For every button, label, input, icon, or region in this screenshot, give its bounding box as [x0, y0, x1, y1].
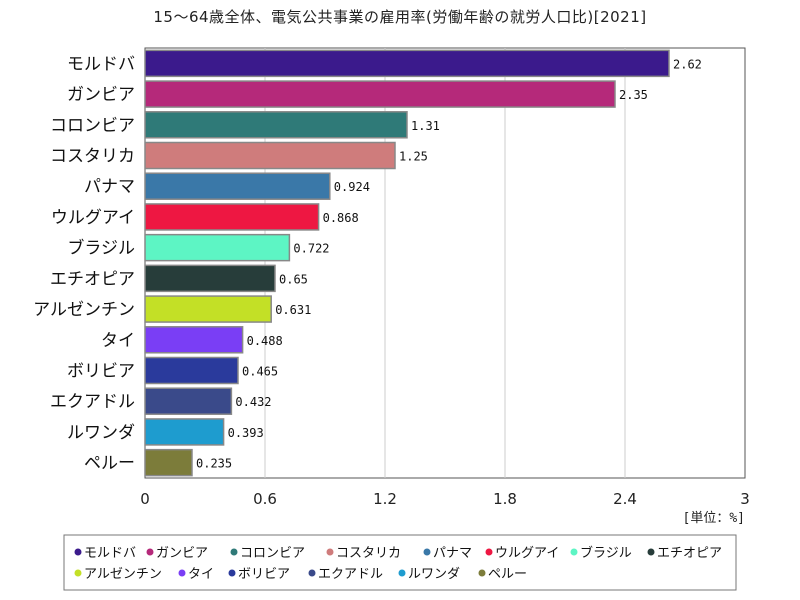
x-tick-label: 0 — [140, 490, 150, 508]
legend-marker — [74, 548, 82, 556]
value-label: 0.65 — [279, 272, 308, 286]
legend-entry: ブラジル — [580, 545, 632, 561]
x-tick-label: 2.4 — [613, 490, 637, 508]
x-tick-label: 3 — [740, 490, 750, 508]
legend-entry: ウルグアイ — [495, 546, 559, 561]
value-label: 0.631 — [275, 303, 311, 317]
category-label: ペルー — [84, 454, 135, 474]
legend-marker — [228, 569, 236, 577]
bar — [144, 49, 670, 78]
legend-marker — [478, 569, 486, 577]
legend-entry: ボリビア — [238, 567, 290, 582]
bar — [144, 295, 272, 323]
category-label: コスタリカ — [50, 147, 135, 167]
category-label: ルワンダ — [67, 423, 135, 443]
category-label: エチオピア — [50, 269, 135, 289]
category-label: ブラジル — [67, 238, 135, 259]
category-label: ボリビア — [67, 362, 135, 382]
bar — [144, 387, 233, 415]
value-label: 2.35 — [619, 88, 648, 102]
bar — [144, 448, 193, 477]
legend-marker — [74, 569, 82, 577]
legend-entry: ペルー — [488, 567, 527, 582]
legend-entry: タイ — [188, 567, 214, 582]
value-label: 0.393 — [228, 426, 264, 440]
legend-entry: エチオピア — [657, 546, 722, 561]
value-label: 0.465 — [242, 365, 278, 379]
bar — [144, 233, 291, 262]
legend-entry: エクアドル — [318, 567, 383, 582]
x-tick-label: 0.6 — [253, 490, 277, 508]
legend-marker — [308, 569, 316, 577]
category-label: アルゼンチン — [33, 300, 135, 320]
unit-label: [単位：%] — [683, 510, 745, 526]
bar — [144, 418, 225, 446]
value-label: 1.25 — [399, 150, 428, 164]
category-label: モルドバ — [67, 54, 135, 74]
category-label: ガンビア — [67, 85, 135, 105]
legend-box — [63, 534, 737, 591]
legend-marker — [178, 569, 186, 577]
category-label: タイ — [101, 331, 135, 351]
x-tick-label: 1.8 — [493, 490, 517, 508]
legend-entry: ガンビア — [156, 546, 208, 561]
value-label: 0.235 — [196, 457, 232, 471]
legend-entry: アルゼンチン — [84, 567, 162, 582]
legend-marker — [230, 548, 238, 556]
legend-marker — [326, 548, 334, 556]
bar — [144, 264, 276, 293]
bar — [144, 80, 616, 108]
category-label: エクアドル — [50, 392, 135, 412]
legend-entry: コスタリカ — [336, 546, 401, 561]
value-label: 0.868 — [323, 211, 359, 225]
value-label: 0.722 — [293, 242, 329, 256]
category-label: ウルグアイ — [51, 208, 135, 228]
legend-marker — [485, 548, 493, 556]
bar — [144, 141, 396, 170]
bar — [144, 326, 244, 354]
chart-title: 15～64歳全体、電気公共事業の雇用率(労働年齢の就労人口比)[2021] — [153, 8, 647, 26]
legend-entry: パナマ — [433, 546, 472, 561]
value-label: 0.432 — [235, 395, 271, 409]
legend-entry: ルワンダ — [408, 567, 460, 582]
bar — [144, 203, 320, 231]
value-label: 0.924 — [334, 180, 370, 194]
category-label: コロンビア — [50, 116, 135, 136]
legend-marker — [570, 548, 578, 556]
category-label: パナマ — [84, 177, 135, 197]
value-label: 2.62 — [673, 57, 702, 71]
bar — [144, 111, 408, 139]
legend-marker — [146, 548, 154, 556]
bar — [144, 172, 331, 200]
legend-marker — [398, 569, 406, 577]
legend-entry: コロンビア — [240, 546, 305, 561]
value-label: 1.31 — [411, 119, 440, 133]
bar — [144, 356, 239, 385]
x-tick-label: 1.2 — [373, 490, 397, 508]
value-label: 0.488 — [247, 334, 283, 348]
legend-marker — [423, 548, 431, 556]
legend-entry: モルドバ — [84, 546, 136, 561]
legend-marker — [647, 548, 655, 556]
